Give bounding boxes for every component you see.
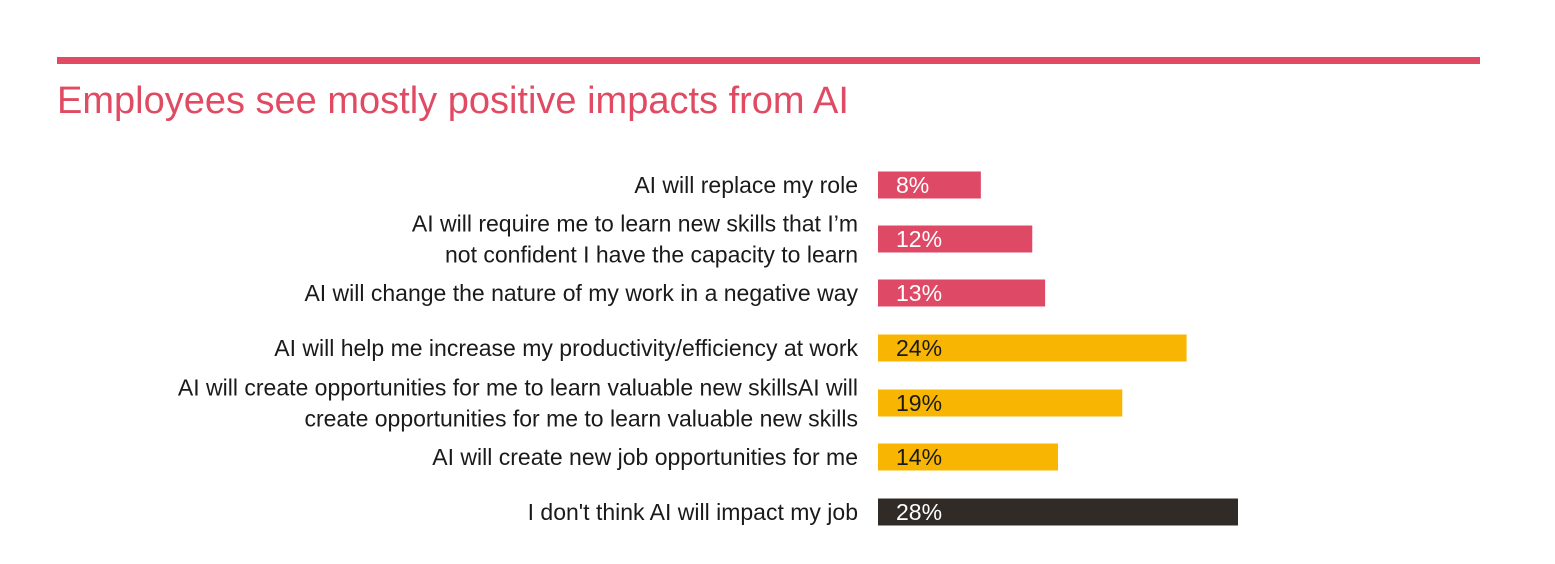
chart-title: Employees see mostly positive impacts fr… — [57, 80, 849, 122]
bar-1 — [878, 171, 981, 199]
bar-value-label-1: 8% — [896, 172, 929, 198]
bar-value-label-3: 13% — [896, 280, 942, 306]
bar-value-label-2: 12% — [896, 226, 942, 252]
bar-3 — [878, 279, 1046, 307]
bar-value-label-6: 14% — [896, 444, 942, 470]
title-rule — [57, 57, 1480, 64]
bar-6 — [878, 443, 1058, 471]
category-label-5: AI will create opportunities for me to l… — [178, 375, 858, 432]
category-label-1: AI will replace my role — [634, 172, 858, 198]
category-label-3: AI will change the nature of my work in … — [304, 280, 858, 306]
category-label-6: AI will create new job opportunities for… — [432, 444, 858, 470]
bar-7 — [878, 498, 1238, 526]
category-label-2: AI will require me to learn new skills t… — [412, 211, 858, 268]
bar-value-label-5: 19% — [896, 390, 942, 416]
bar-value-label-4: 24% — [896, 335, 942, 361]
category-label-7: I don't think AI will impact my job — [528, 499, 858, 525]
bar-5 — [878, 389, 1123, 417]
bar-4 — [878, 334, 1187, 362]
bar-value-label-7: 28% — [896, 499, 942, 525]
bar-2 — [878, 225, 1033, 253]
category-label-4: AI will help me increase my productivity… — [274, 335, 858, 361]
